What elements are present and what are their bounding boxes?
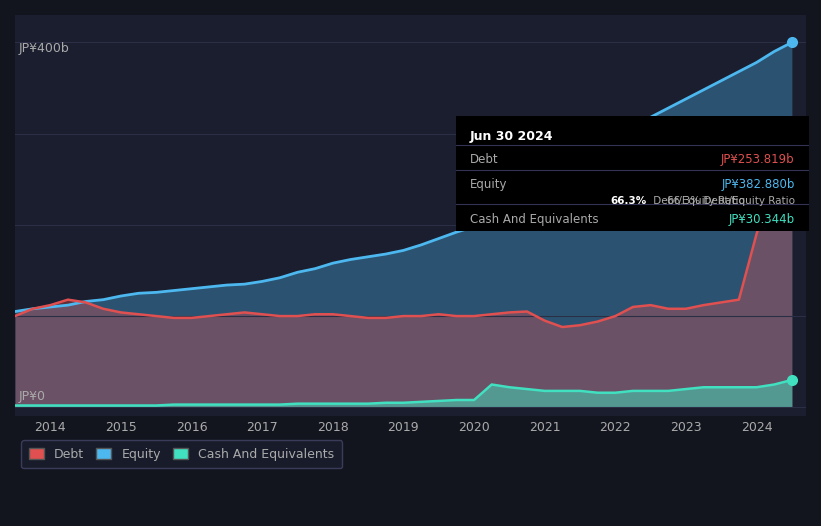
Text: 66.3% Debt/Equity Ratio: 66.3% Debt/Equity Ratio [667,196,795,206]
Text: JP¥253.819b: JP¥253.819b [721,153,795,166]
Text: 66.3%: 66.3% [610,196,646,206]
Text: JP¥382.880b: JP¥382.880b [721,178,795,191]
Text: JP¥0: JP¥0 [19,390,45,403]
Text: Jun 30 2024: Jun 30 2024 [470,129,553,143]
Text: JP¥400b: JP¥400b [19,43,69,55]
Legend: Debt, Equity, Cash And Equivalents: Debt, Equity, Cash And Equivalents [21,440,342,468]
Text: Debt/Equity Ratio: Debt/Equity Ratio [650,196,745,206]
Text: Debt: Debt [470,153,498,166]
Text: JP¥30.344b: JP¥30.344b [728,213,795,226]
Text: Cash And Equivalents: Cash And Equivalents [470,213,599,226]
Text: Equity: Equity [470,178,507,191]
